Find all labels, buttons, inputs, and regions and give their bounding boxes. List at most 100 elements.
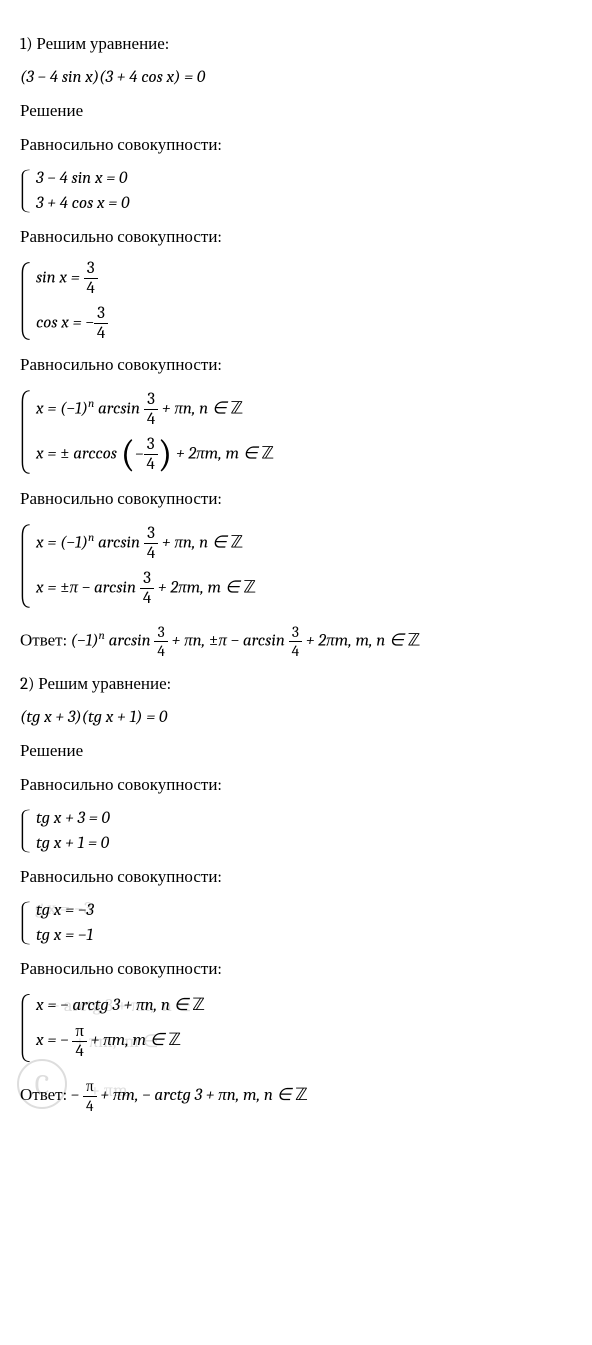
n: 3: [144, 390, 158, 410]
t: x = − arctg 3 + πn, n ∈: [36, 996, 192, 1015]
t: + πm, m ∈: [87, 1031, 168, 1050]
t: x =: [36, 444, 60, 463]
eq-text: (3 − 4 sin x)(3 + 4 cos x) = 0: [20, 68, 205, 87]
lparen: (: [121, 440, 135, 470]
bracket-5: tg x + 3 = 0 tg x + 1 = 0: [20, 809, 572, 853]
t: + 2πm, m, n ∈: [302, 631, 408, 650]
b3-row2: x = ± arccos (−34) + 2πm, m ∈ ℤ: [36, 435, 274, 474]
problem-2-title: 2) Решим уравнение:: [20, 674, 572, 694]
d: 4: [144, 455, 158, 474]
b7-row2: x = − π4 + πm, m ∈ ℤ: [36, 1021, 205, 1061]
bracket-3: x = (−1)n arcsin 34 + πn, n ∈ ℤ x = ± ar…: [20, 389, 572, 475]
n: 3: [289, 623, 303, 642]
t: arcsin: [94, 533, 144, 552]
b3-row1: x = (−1)n arcsin 34 + πn, n ∈ ℤ: [36, 390, 274, 429]
pm: ±: [209, 631, 218, 650]
equiv-label-5: Равносильно совокупности:: [20, 775, 572, 795]
bracket-1: 3 − 4 sin x = 0 3 + 4 cos x = 0: [20, 169, 572, 213]
bracket-icon: [20, 389, 32, 475]
b2-row2: cos x = −34: [36, 304, 108, 343]
num: 3: [94, 304, 108, 324]
text: cos x = −: [36, 313, 94, 332]
b6-row1: tg x = −3: [36, 901, 94, 920]
bracket-icon: [20, 993, 32, 1063]
d: 4: [144, 410, 158, 429]
answer-2: C + πm, Ответ: − π4 + πm, − arctg 3 + πn…: [20, 1077, 572, 1115]
t: + πn,: [168, 631, 209, 650]
bracket-4: x = (−1)n arcsin 34 + πn, n ∈ ℤ x = ±π −…: [20, 523, 572, 609]
d: 4: [289, 642, 303, 660]
bracket-7: − arctg 3 + πn, n ∈ + πm, m ∈ x = − arct…: [20, 993, 572, 1063]
eq-text: (tg x + 3)(tg x + 1) = 0: [20, 708, 167, 727]
b1-row2: 3 + 4 cos x = 0: [36, 194, 129, 213]
t: −: [71, 1086, 83, 1105]
equiv-label-2: Равносильно совокупности:: [20, 227, 572, 247]
answer-1: Ответ: (−1)n arcsin 34 + πn, ±π − arcsin…: [20, 623, 572, 660]
bracket-2: sin x = 34 cos x = −34: [20, 261, 572, 341]
bracket-icon: [20, 261, 32, 341]
n: 3: [140, 569, 154, 589]
equiv-label-1: Равносильно совокупности:: [20, 135, 572, 155]
d: 4: [83, 1097, 97, 1115]
equiv-label-6: Равносильно совокупности:: [20, 867, 572, 887]
t: + 2πm, m ∈: [172, 444, 261, 463]
solution-label-1: Решение: [20, 101, 572, 121]
problem-1-title: 1) Решим уравнение:: [20, 34, 572, 54]
z: ℤ: [230, 398, 243, 417]
den: 4: [84, 279, 98, 298]
problem-2-equation: (tg x + 3)(tg x + 1) = 0: [20, 708, 572, 727]
problem-1-equation: (3 − 4 sin x)(3 + 4 cos x) = 0: [20, 68, 572, 87]
z: ℤ: [295, 1085, 308, 1104]
t: + πn, n ∈: [158, 533, 230, 552]
b5-row2: tg x + 1 = 0: [36, 834, 110, 853]
ans-label: Ответ:: [20, 631, 71, 650]
t: x = −: [36, 1031, 72, 1050]
b2-row1: sin x = 34: [36, 259, 108, 298]
t: arcsin: [105, 631, 155, 650]
b7-row1: x = − arctg 3 + πn, n ∈ ℤ: [36, 995, 205, 1015]
z: ℤ: [408, 630, 421, 649]
num: 3: [84, 259, 98, 279]
equiv-label-7: Равносильно совокупности:: [20, 959, 572, 979]
bracket-icon: [20, 901, 32, 945]
bracket-icon: [20, 169, 32, 213]
b4-row1: x = (−1)n arcsin 34 + πn, n ∈ ℤ: [36, 524, 256, 563]
t: + 2πm, m ∈: [154, 578, 243, 597]
pm: ±: [60, 578, 69, 597]
n: 3: [154, 623, 168, 642]
b6-row2: tg x = −1: [36, 926, 94, 945]
t: π − arcsin: [70, 578, 140, 597]
t: Равносильно совокупности:: [20, 868, 222, 887]
n: π: [72, 1021, 87, 1042]
t: x = (−1): [36, 399, 88, 418]
z: ℤ: [168, 1030, 181, 1049]
den: 4: [94, 324, 108, 343]
z: ℤ: [192, 995, 205, 1014]
d: 4: [154, 642, 168, 660]
t: arcsin: [94, 399, 144, 418]
z: ℤ: [243, 577, 256, 596]
solution-label-2: Решение: [20, 741, 572, 761]
t: x = (−1): [36, 533, 88, 552]
text: sin x =: [36, 268, 84, 287]
t: + πm, − arctg 3 + πn, m, n ∈: [97, 1086, 296, 1105]
ans-label: Ответ:: [20, 1086, 71, 1105]
n: π: [83, 1077, 97, 1097]
t: arccos: [70, 444, 121, 463]
n: 3: [144, 435, 158, 455]
b5-row1: tg x + 3 = 0: [36, 809, 110, 828]
n: 3: [144, 524, 158, 544]
b4-row2: x = ±π − arcsin 34 + 2πm, m ∈ ℤ: [36, 569, 256, 608]
bracket-icon: [20, 523, 32, 609]
bracket-icon: [20, 809, 32, 853]
pm: ±: [60, 444, 69, 463]
d: 4: [72, 1042, 87, 1061]
z: ℤ: [261, 443, 274, 462]
minus: −: [135, 445, 144, 464]
z: ℤ: [230, 532, 243, 551]
equiv-label-4: Равносильно совокупности:: [20, 489, 572, 509]
d: 4: [144, 544, 158, 563]
rparen: ): [158, 440, 172, 470]
bracket-6: g x = −3 tg x = −3 tg x = −1: [20, 901, 572, 945]
equiv-label-3: Равносильно совокупности:: [20, 355, 572, 375]
